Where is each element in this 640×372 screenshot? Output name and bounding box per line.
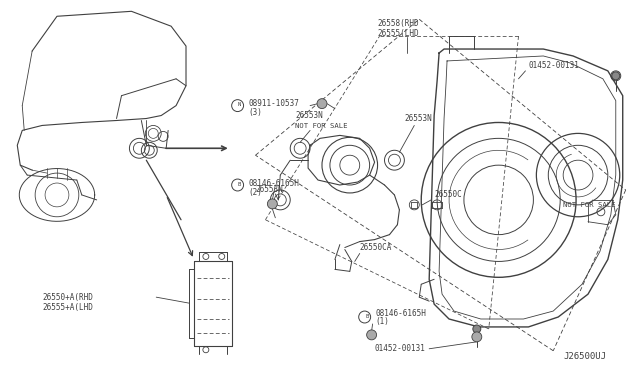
Text: 26555+A(LHD: 26555+A(LHD <box>42 302 93 312</box>
Circle shape <box>472 332 482 342</box>
Circle shape <box>268 199 277 209</box>
Circle shape <box>612 72 620 80</box>
Text: NOT FOR SALE: NOT FOR SALE <box>563 202 616 208</box>
Circle shape <box>367 330 376 340</box>
Text: N: N <box>238 102 241 107</box>
Text: B: B <box>238 182 241 186</box>
Text: 26553N: 26553N <box>295 111 323 120</box>
Text: 26555(LHD: 26555(LHD <box>378 29 419 38</box>
Text: 08146-6165H: 08146-6165H <box>248 179 300 187</box>
Text: 08146-6165H: 08146-6165H <box>376 308 426 318</box>
Text: 26550+A(RHD: 26550+A(RHD <box>42 293 93 302</box>
Circle shape <box>473 325 481 333</box>
Text: 26550C: 26550C <box>434 190 462 199</box>
Text: 26553N: 26553N <box>255 186 284 195</box>
Circle shape <box>317 99 327 109</box>
Text: (1): (1) <box>376 317 390 327</box>
Text: J26500UJ: J26500UJ <box>563 352 606 361</box>
Text: B: B <box>365 314 368 318</box>
Text: 26550CA: 26550CA <box>360 243 392 252</box>
Text: 01452-00131: 01452-00131 <box>529 61 579 70</box>
Text: NOT FOR SALE: NOT FOR SALE <box>295 124 348 129</box>
Text: 01452-00131: 01452-00131 <box>374 344 426 353</box>
Text: 26553N: 26553N <box>404 114 432 123</box>
Text: 08911-10537: 08911-10537 <box>248 99 300 108</box>
Text: 26558(RHD: 26558(RHD <box>378 19 419 28</box>
Text: (2): (2) <box>248 189 262 198</box>
Text: (3): (3) <box>248 108 262 117</box>
